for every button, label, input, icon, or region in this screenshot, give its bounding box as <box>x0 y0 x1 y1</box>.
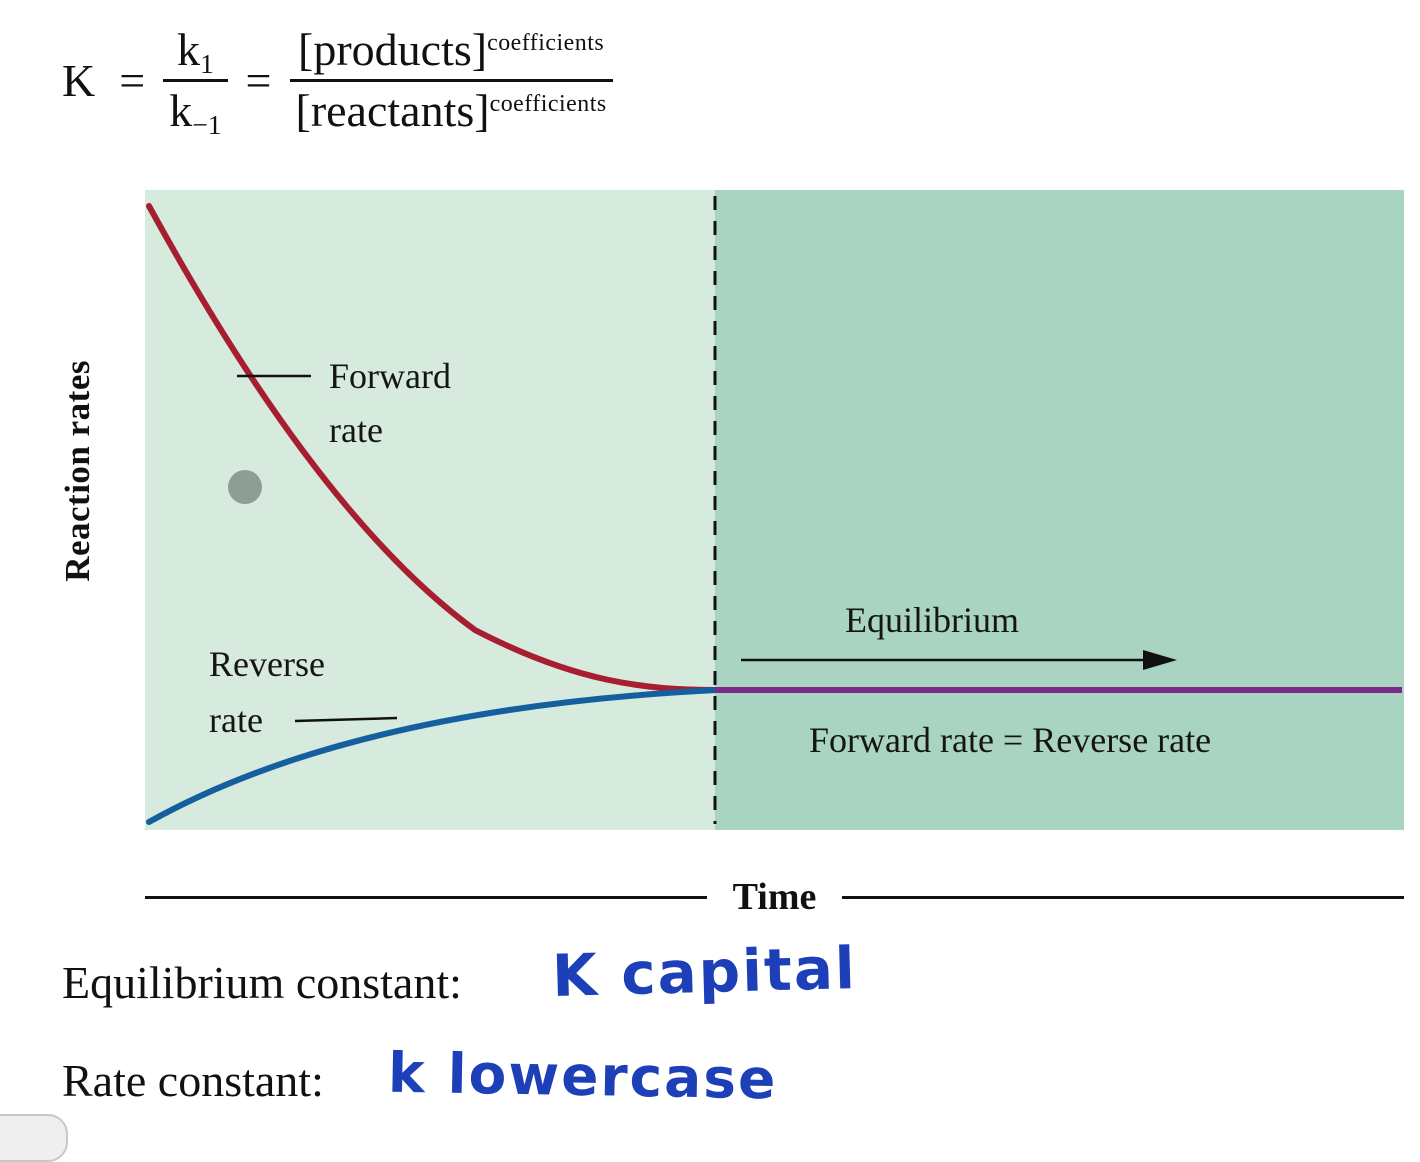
forward-rate-label-line1: Forward <box>329 356 451 396</box>
equation-equals-1: = <box>119 55 146 107</box>
equilibrium-label: Equilibrium <box>845 600 1019 640</box>
equation-K-symbol: K <box>62 55 96 107</box>
equality-label: Forward rate = Reverse rate <box>809 720 1211 760</box>
equilibrium-arrow-head <box>1143 650 1177 670</box>
fraction-bar <box>163 79 228 83</box>
equilibrium-region <box>715 190 1404 830</box>
conc-frac-numerator: [products]coefficients <box>298 24 605 75</box>
equation-equals-2: = <box>245 55 272 107</box>
equilibrium-constant-note-label: Equilibrium constant: <box>62 957 462 1008</box>
reverse-rate-label-line1: Reverse <box>209 644 325 684</box>
rates-chart: Forward rate Reverse rate Equilibrium Fo… <box>145 190 1404 830</box>
handwritten-K-capital: K capital <box>551 934 858 1010</box>
equilibrium-constant-equation: K = k1 k−1 = [products]coefficients [rea… <box>62 24 617 141</box>
forward-rate-label-line2: rate <box>329 410 383 450</box>
x-axis-label: Time <box>732 876 817 918</box>
reverse-label-leader-line <box>294 716 398 723</box>
x-axis-line-left <box>145 895 707 899</box>
reaction-rates-figure: Forward rate Reverse rate Equilibrium Fo… <box>145 190 1404 830</box>
x-axis: Time <box>145 875 1404 919</box>
y-axis-label: Reaction rates <box>58 360 97 582</box>
rate-constant-note-label: Rate constant: <box>62 1055 324 1106</box>
reverse-rate-curve <box>146 687 720 825</box>
concentration-fraction: [products]coefficients [reactants]coeffi… <box>289 24 613 137</box>
fraction-bar <box>289 79 613 83</box>
rate-constant-fraction: k1 k−1 <box>163 24 228 141</box>
handwritten-k-lowercase: k lowercase <box>387 1040 778 1112</box>
reverse-rate-label-line2: rate <box>209 700 263 740</box>
gray-marker-dot <box>228 470 262 504</box>
forward-rate-curve <box>146 203 720 693</box>
rate-frac-numerator: k1 <box>176 24 214 79</box>
x-axis-line-right <box>842 895 1404 899</box>
rate-frac-denominator: k−1 <box>169 85 222 141</box>
conc-frac-denominator: [reactants]coefficients <box>295 85 607 137</box>
corner-widget-fragment[interactable] <box>0 1114 68 1162</box>
